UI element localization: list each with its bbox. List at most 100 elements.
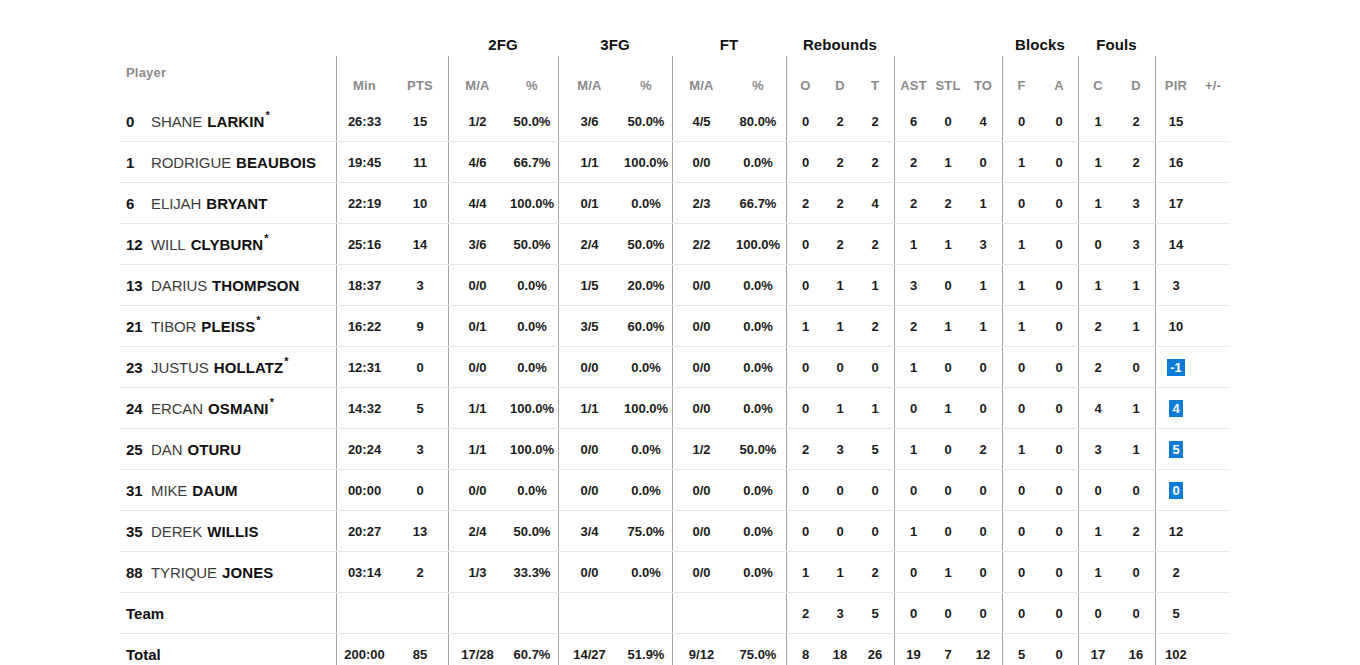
stat-cell-3fg-ma: 1/1 [558,388,620,428]
stat-cell-reb-t: 0 [856,347,894,387]
stat-cell-2fg-pct: 33.3% [506,552,558,592]
stat-cell-reb-t: 2 [856,306,894,346]
stat-cell-to: 0 [964,388,1002,428]
stat-cell-pts: 14 [392,224,448,264]
stat-cell-3fg-pct: 20.0% [620,265,672,305]
column-header-ft-ma: M/A [672,56,730,101]
stat-cell-stl: 0 [932,265,964,305]
stat-cell-3fg-pct: 0.0% [620,183,672,223]
column-header-3fg-ma: M/A [558,56,620,101]
stat-cell-blk-a: 0 [1040,388,1078,428]
group-header-rebounds: Rebounds [786,36,894,56]
player-first-name: DARIUS [151,277,207,294]
player-name-cell[interactable]: 23JUSTUSHOLLATZ* [120,347,336,387]
stat-cell-ft-ma: 0/0 [672,388,730,428]
stat-cell-ast: 0 [894,552,932,592]
stat-cell-to: 4 [964,101,1002,141]
stat-cell-reb-o: 0 [786,142,824,182]
stat-cell-reb-d: 3 [824,429,856,469]
starter-marker-icon: * [270,397,274,408]
stat-cell-ft-pct: 0.0% [730,552,786,592]
stat-cell-2fg-ma: 1/3 [448,552,506,592]
stat-cell-pts: 2 [392,552,448,592]
stat-cell-stl: 1 [932,388,964,428]
stat-cell-min: 20:24 [336,429,392,469]
stat-cell-reb-d: 2 [824,101,856,141]
player-name-cell[interactable]: 0SHANELARKIN* [120,101,336,141]
stat-cell-3fg-ma: 14/27 [558,634,620,665]
stat-cell-2fg-ma: 17/28 [448,634,506,665]
stat-cell-stl: 0 [932,593,964,633]
stat-cell-ft-ma: 9/12 [672,634,730,665]
stat-cell-pts: 11 [392,142,448,182]
stat-cell-reb-o: 2 [786,429,824,469]
stat-cell-reb-t: 0 [856,470,894,510]
stat-cell-plus-minus [1196,634,1230,665]
stat-cell-3fg-pct: 0.0% [620,429,672,469]
column-header-2fg-ma: M/A [448,56,506,101]
stat-cell-reb-o: 0 [786,101,824,141]
stat-cell-reb-o: 1 [786,306,824,346]
player-name-cell[interactable]: 35DEREKWILLIS [120,511,336,551]
stat-cell-2fg-ma: 0/0 [448,265,506,305]
stat-cell-pir: 0 [1155,470,1196,510]
stat-cell-ft-pct: 0.0% [730,265,786,305]
pir-highlighted-value: 4 [1169,400,1182,417]
stat-cell-reb-o: 2 [786,593,824,633]
stat-cell-to: 3 [964,224,1002,264]
stat-cell-stl: 0 [932,347,964,387]
player-first-name: ERCAN [151,400,203,417]
stat-cell-reb-d: 18 [824,634,856,665]
stat-cell-reb-o: 1 [786,552,824,592]
column-header-row: Player Min PTS M/A % M/A % M/A % O D T A… [120,56,1230,101]
player-last-name: THOMPSON [212,277,299,294]
total-label-cell: Total [120,634,336,665]
total-row-label: Total [126,646,161,663]
stat-cell-3fg-pct [620,593,672,633]
stat-cell-to: 0 [964,593,1002,633]
player-name-cell[interactable]: 1RODRIGUEBEAUBOIS [120,142,336,182]
column-header-pir: PIR [1155,56,1196,101]
stat-cell-blk-f: 0 [1002,593,1040,633]
stat-cell-min: 200:00 [336,634,392,665]
stat-cell-pir: 2 [1155,552,1196,592]
player-first-name: SHANE [151,113,202,130]
player-first-name: DEREK [151,523,202,540]
stat-cell-3fg-ma [558,593,620,633]
stat-cell-pir: 12 [1155,511,1196,551]
stat-cell-reb-t: 1 [856,388,894,428]
player-name-cell[interactable]: 31MIKEDAUM [120,470,336,510]
player-name-cell[interactable]: 21TIBORPLEISS* [120,306,336,346]
stat-cell-ft-pct: 0.0% [730,347,786,387]
stat-cell-reb-o: 0 [786,347,824,387]
stat-cell-foul-d: 0 [1117,347,1155,387]
stat-cell-ast: 0 [894,593,932,633]
stat-cell-min: 14:32 [336,388,392,428]
stat-cell-pts: 0 [392,347,448,387]
column-header-to: TO [964,56,1002,101]
player-name-cell[interactable]: 13DARIUSTHOMPSON [120,265,336,305]
stat-cell-ft-ma: 4/5 [672,101,730,141]
player-name-cell[interactable]: 24ERCANOSMANI* [120,388,336,428]
stat-cell-2fg-ma: 4/6 [448,142,506,182]
stat-cell-to: 1 [964,183,1002,223]
stat-cell-min [336,593,392,633]
player-first-name: TIBOR [151,318,196,335]
stat-cell-blk-f: 1 [1002,224,1040,264]
stat-cell-blk-a: 0 [1040,224,1078,264]
stat-cell-reb-t: 2 [856,224,894,264]
team-label-cell: Team [120,593,336,633]
column-header-pts: PTS [392,56,448,101]
stat-cell-2fg-ma: 1/1 [448,429,506,469]
player-name-cell[interactable]: 12WILLCLYBURN* [120,224,336,264]
stat-cell-plus-minus [1196,183,1230,223]
stat-cell-pts: 9 [392,306,448,346]
table-row: 24ERCANOSMANI*14:3251/1100.0%1/1100.0%0/… [120,388,1230,429]
player-name-cell[interactable]: 88TYRIQUEJONES [120,552,336,592]
stat-cell-min: 12:31 [336,347,392,387]
stat-cell-2fg-ma: 3/6 [448,224,506,264]
stat-cell-ast: 6 [894,101,932,141]
player-name-cell[interactable]: 25DANOTURU [120,429,336,469]
stat-cell-ft-ma: 0/0 [672,347,730,387]
player-name-cell[interactable]: 6ELIJAHBRYANT [120,183,336,223]
